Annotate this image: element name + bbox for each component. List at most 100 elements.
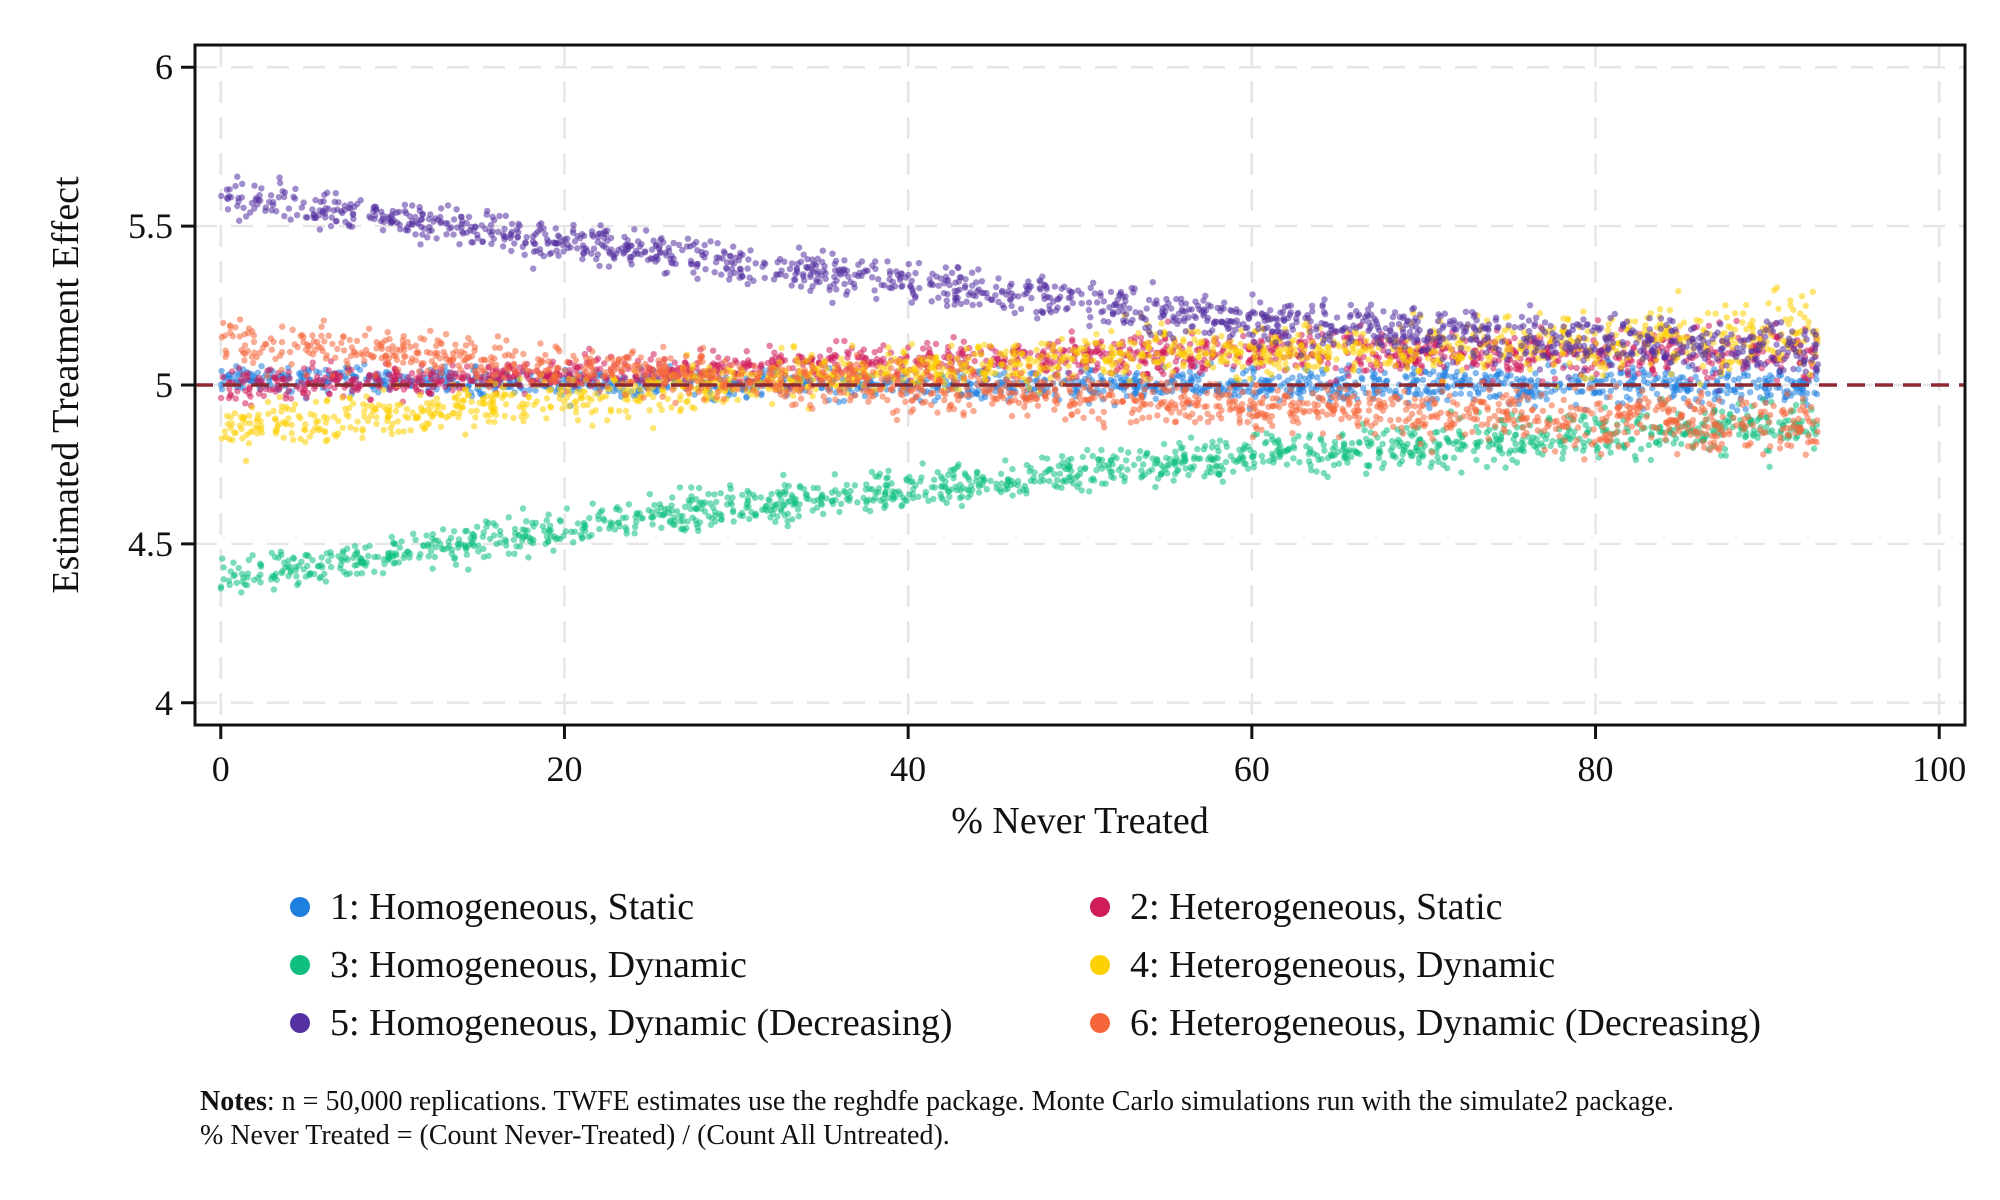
series-4-point [734, 396, 741, 404]
series-1-point [1704, 390, 1712, 397]
series-3-point [889, 491, 896, 499]
series-3-point [327, 549, 334, 556]
series-3-point [1415, 459, 1423, 467]
series-3-point [388, 533, 395, 541]
series-3-point [673, 508, 681, 515]
series-3-point [1308, 467, 1315, 474]
series-2-point [941, 353, 948, 361]
series-3-point [1004, 485, 1011, 493]
series-1-point [254, 369, 261, 376]
series-2-point [298, 379, 305, 387]
series-3-point [607, 522, 614, 529]
series-2-point [321, 374, 329, 381]
series-3-point [840, 487, 848, 495]
series-3-point [1295, 433, 1302, 440]
series-1-point [1152, 395, 1160, 402]
series-3-point [1678, 440, 1685, 448]
series-3-point [987, 477, 994, 484]
series-3-point [1434, 453, 1441, 461]
series-1-point [1701, 383, 1709, 391]
series-3-point [1368, 440, 1375, 447]
series-3-point [1004, 476, 1011, 484]
series-3-point [511, 525, 519, 533]
series-2-point [1332, 364, 1339, 372]
series-2-point [1345, 372, 1352, 380]
series-2-point [1649, 366, 1656, 373]
series-3-point [1458, 469, 1465, 476]
series-2-point [950, 334, 957, 341]
series-3-point [250, 576, 258, 584]
series-3-point [943, 499, 950, 506]
series-1-point [1100, 387, 1107, 395]
series-3-point [1078, 487, 1085, 494]
series-3-point [511, 550, 518, 557]
series-2-point [441, 383, 449, 391]
series-1-point [1417, 391, 1424, 398]
series-2-point [1164, 318, 1172, 325]
series-3-point [729, 507, 737, 514]
series-3-point [659, 511, 666, 519]
series-2-point [303, 394, 310, 401]
series-1-point [1494, 377, 1502, 385]
series-3-point [667, 517, 674, 524]
series-3-point [1290, 455, 1297, 462]
series-3-point [505, 550, 512, 557]
series-4-point [373, 414, 380, 421]
series-4-point [963, 345, 970, 352]
series-3-point [820, 510, 827, 518]
series-3-point [705, 513, 712, 520]
series-2-point [650, 351, 657, 358]
series-4-point [886, 359, 893, 366]
series-1-point [1296, 373, 1304, 380]
series-2-point [217, 394, 225, 402]
series-3-point [730, 518, 737, 525]
series-2-point [745, 359, 752, 367]
series-3-point [298, 558, 305, 565]
series-3-point [1290, 436, 1298, 443]
series-1-point [1729, 403, 1736, 410]
series-3-point [748, 508, 755, 516]
series-1-point [382, 381, 389, 388]
series-3-point [1490, 456, 1498, 463]
series-3-point [1026, 468, 1033, 475]
series-3-point [1260, 458, 1267, 465]
series-4-point [354, 418, 361, 425]
series-3-point [676, 484, 684, 491]
series-3-point [1656, 441, 1663, 448]
series-1-point [1466, 376, 1473, 383]
series-3-point [530, 523, 537, 530]
series-4-point [1550, 361, 1558, 368]
series-2-point [1560, 364, 1567, 372]
series-3-point [469, 530, 476, 538]
series-3-point [439, 545, 446, 553]
series-1-point [1245, 388, 1252, 395]
series-1-point [1296, 389, 1304, 397]
series-1-point [1466, 390, 1474, 398]
series-1-point [1422, 387, 1429, 394]
series-4-point [352, 426, 359, 433]
series-3-point [631, 530, 638, 537]
series-2-point [243, 372, 250, 379]
series-2-point [1159, 348, 1166, 355]
series-3-point [1194, 445, 1201, 453]
series-1-point [1284, 377, 1291, 384]
series-3-point [1485, 443, 1492, 450]
series-3-point [451, 555, 458, 562]
series-3-point [1496, 445, 1504, 452]
series-3-point [1670, 440, 1677, 447]
series-1-point [1221, 386, 1229, 393]
series-3-point [525, 554, 532, 561]
series-3-point [386, 554, 393, 561]
series-2-point [844, 354, 851, 361]
series-3-point [1509, 456, 1516, 464]
series-4-point [1196, 348, 1204, 355]
series-1-point [1301, 375, 1308, 382]
series-3-point [1341, 454, 1348, 462]
series-3-point [975, 489, 983, 496]
series-3-point [278, 569, 286, 577]
series-3-point [930, 495, 937, 503]
series-2-point [709, 347, 717, 354]
series-3-point [784, 510, 792, 517]
series-3-point [516, 543, 524, 550]
series-3-point [1377, 449, 1384, 456]
